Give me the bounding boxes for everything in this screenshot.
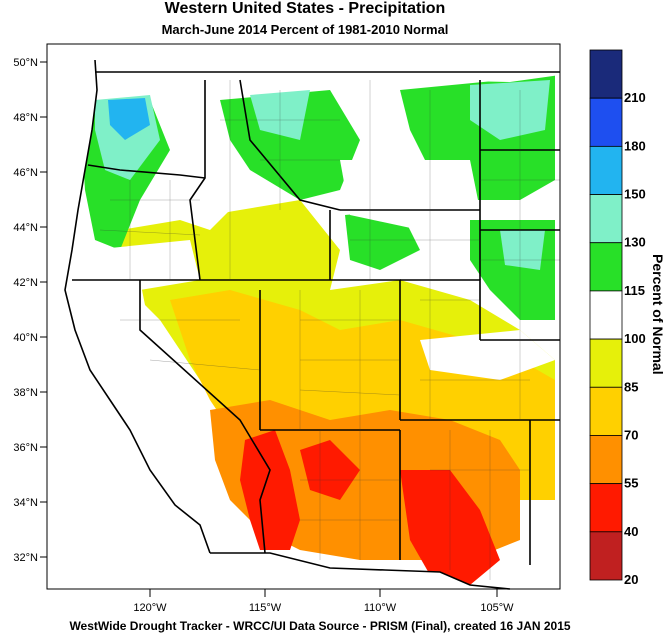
colorbar-cell: [589, 386, 623, 436]
longitude-labels: 120°W 115°W 110°W 105°W: [133, 602, 514, 614]
wa-or-border: [87, 164, 206, 179]
colorbar-label: 55: [624, 476, 638, 491]
colorbar-label: 85: [624, 379, 638, 394]
colorbar-label: 70: [624, 427, 638, 442]
region-white-id: [180, 140, 250, 230]
lat-label: 48°N: [13, 112, 38, 124]
lon-label: 120°W: [133, 602, 167, 614]
lat-label: 36°N: [13, 442, 38, 454]
lon-label: 110°W: [364, 602, 397, 614]
region-white-wy: [340, 160, 480, 230]
coastline: [64, 59, 211, 554]
lat-label: 38°N: [13, 387, 38, 399]
colorbar-cell: [589, 242, 623, 292]
lat-label: 32°N: [13, 552, 38, 564]
colorbar-label: 40: [624, 524, 638, 539]
colorbar-label: 180: [624, 138, 646, 153]
colorbar-label: 210: [624, 90, 646, 105]
colorbar-label: 150: [624, 187, 646, 202]
latitude-labels: 50°N 48°N 46°N 44°N 42°N 40°N 38°N 36°N …: [13, 57, 38, 564]
colorbar-cell: [589, 49, 623, 99]
region-red-20-40-az: [240, 430, 300, 550]
colorbar-label: 130: [624, 235, 646, 250]
lat-label: 50°N: [13, 57, 38, 69]
lat-label: 42°N: [13, 277, 38, 289]
us-mexico-border: [210, 552, 511, 590]
lon-label: 115°W: [249, 602, 282, 614]
colorbar-cell: [589, 194, 623, 244]
colorbar-cell: [589, 338, 623, 388]
colorbar-cell: [589, 435, 623, 485]
mexico-mask: [210, 553, 510, 589]
region-white-or: [90, 240, 200, 290]
colorbar-cell: [589, 97, 623, 147]
latitude-ticks: [40, 61, 47, 558]
id-west-border: [189, 80, 206, 281]
map-title: Western United States - Precipitation: [164, 0, 446, 17]
colorbar-cell: [589, 290, 623, 340]
colorbar-cell: [589, 531, 623, 581]
region-green-mt: [220, 90, 360, 200]
colorbar: 210 180 150 130 115 100 85 70 55 40 20: [589, 49, 646, 587]
longitude-ticks: [149, 589, 498, 597]
region-blue-wa: [108, 98, 150, 140]
lat-label: 44°N: [13, 222, 38, 234]
lon-label: 105°W: [480, 602, 514, 614]
lat-label: 46°N: [13, 167, 38, 179]
colorbar-label: 100: [624, 331, 646, 346]
lat-label: 34°N: [13, 497, 38, 509]
map-subtitle: March-June 2014 Percent of 1981-2010 Nor…: [161, 22, 449, 37]
region-aqua-ne: [500, 230, 545, 270]
state-borders: [64, 59, 560, 590]
region-red-20-40-az2: [300, 440, 360, 500]
region-aqua-nd: [470, 80, 550, 140]
colorbar-cell: [589, 483, 623, 533]
precipitation-fields: [55, 75, 555, 585]
pacific-ocean: [47, 44, 210, 589]
colorbar-label: 115: [624, 283, 645, 298]
colorbar-title: Percent of Normal: [650, 254, 666, 375]
footer-credit: WestWide Drought Tracker - WRCC/UI Data …: [69, 619, 571, 633]
region-white-co: [420, 330, 555, 380]
lat-label: 40°N: [13, 332, 38, 344]
map-frame: [46, 43, 561, 590]
colorbar-label: 20: [624, 572, 638, 587]
county-lines: [99, 80, 560, 580]
mt-id-border: [239, 79, 341, 211]
ca-nv-border: [139, 280, 271, 554]
colorbar-cell: [589, 145, 623, 195]
